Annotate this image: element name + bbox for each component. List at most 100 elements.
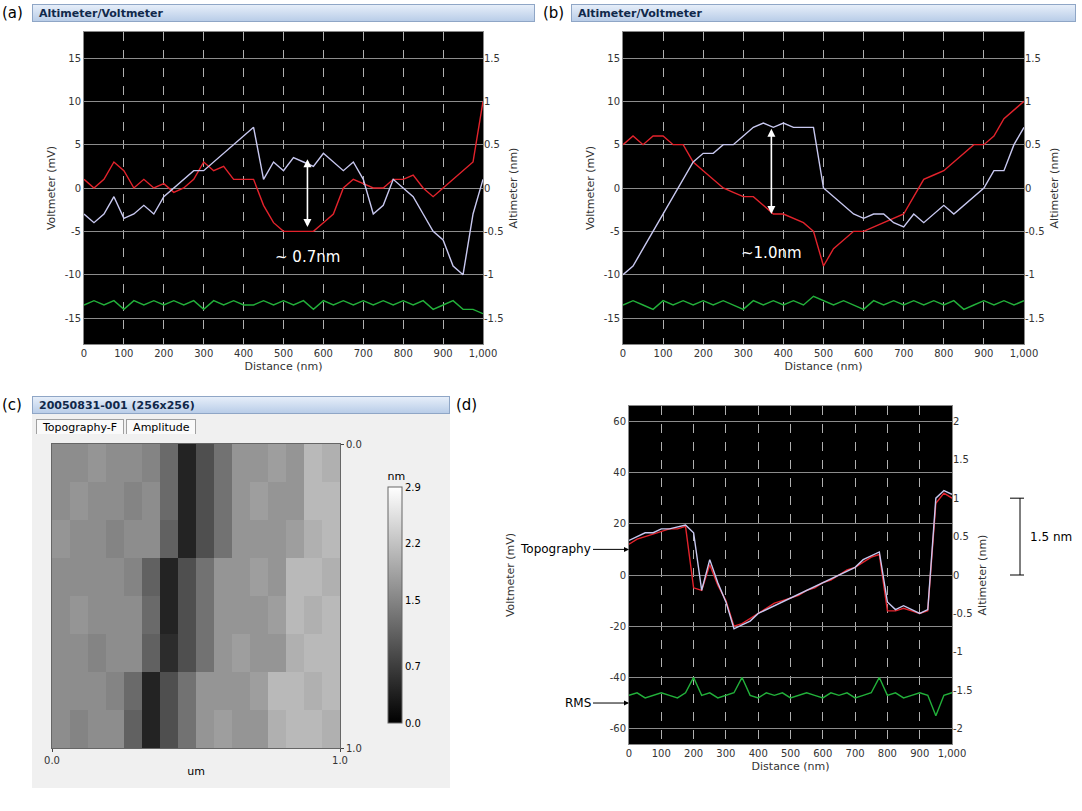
svg-text:100: 100 — [652, 748, 671, 759]
svg-text:RMS: RMS — [565, 696, 591, 710]
svg-text:Altimeter (nm): Altimeter (nm) — [507, 148, 520, 229]
svg-text:0: 0 — [75, 183, 81, 194]
svg-text:-0.5: -0.5 — [484, 226, 504, 237]
svg-text:0.0: 0.0 — [405, 718, 421, 729]
svg-text:nm: nm — [388, 470, 406, 483]
svg-text:0: 0 — [626, 748, 632, 759]
svg-text:700: 700 — [846, 748, 865, 759]
svg-text:-1: -1 — [953, 646, 963, 657]
svg-text:-40: -40 — [610, 672, 626, 683]
svg-text:1.0: 1.0 — [346, 743, 362, 754]
svg-text:0: 0 — [620, 570, 626, 581]
svg-text:400: 400 — [774, 348, 793, 359]
svg-text:~ 0.7nm: ~ 0.7nm — [275, 248, 340, 266]
svg-text:0: 0 — [614, 183, 620, 194]
svg-text:0: 0 — [484, 183, 490, 194]
svg-text:-60: -60 — [610, 723, 626, 734]
svg-text:500: 500 — [814, 348, 833, 359]
svg-text:-5: -5 — [71, 226, 81, 237]
svg-text:200: 200 — [694, 348, 713, 359]
svg-text:Altimeter (nm): Altimeter (nm) — [1048, 148, 1061, 229]
svg-text:Altimeter (nm): Altimeter (nm) — [976, 535, 989, 616]
svg-text:100: 100 — [654, 348, 673, 359]
svg-text:100: 100 — [114, 348, 133, 359]
svg-text:60: 60 — [613, 416, 626, 427]
svg-text:Distance (nm): Distance (nm) — [752, 760, 830, 773]
svg-text:0: 0 — [81, 348, 87, 359]
svg-text:1,000: 1,000 — [469, 348, 498, 359]
svg-text:200: 200 — [684, 748, 703, 759]
svg-text:800: 800 — [934, 348, 953, 359]
svg-text:5: 5 — [75, 139, 81, 150]
svg-text:200: 200 — [154, 348, 173, 359]
svg-text:Distance (nm): Distance (nm) — [245, 360, 323, 373]
svg-text:-10: -10 — [65, 269, 81, 280]
svg-text:1,000: 1,000 — [938, 748, 967, 759]
svg-text:1.5: 1.5 — [953, 454, 969, 465]
svg-text:300: 300 — [716, 748, 735, 759]
svg-text:1: 1 — [484, 96, 490, 107]
svg-text:0.5: 0.5 — [484, 139, 500, 150]
svg-text:Voltmeter (mV): Voltmeter (mV) — [504, 533, 517, 617]
svg-text:0.5: 0.5 — [953, 531, 969, 542]
svg-text:Distance (nm): Distance (nm) — [785, 360, 863, 373]
svg-text:Voltmeter (mV): Voltmeter (mV) — [45, 146, 58, 230]
svg-text:400: 400 — [234, 348, 253, 359]
svg-text:1: 1 — [1025, 96, 1031, 107]
svg-text:1.5: 1.5 — [1025, 53, 1041, 64]
svg-text:0: 0 — [953, 570, 959, 581]
svg-text:300: 300 — [194, 348, 213, 359]
svg-text:-1.5: -1.5 — [1025, 313, 1045, 324]
svg-text:1,000: 1,000 — [1010, 348, 1039, 359]
svg-text:1.5 nm: 1.5 nm — [1030, 530, 1072, 544]
svg-text:1.0: 1.0 — [332, 755, 348, 766]
svg-text:700: 700 — [894, 348, 913, 359]
svg-text:800: 800 — [878, 748, 897, 759]
svg-text:1.5: 1.5 — [405, 595, 421, 606]
svg-text:700: 700 — [354, 348, 373, 359]
svg-text:2.2: 2.2 — [405, 538, 421, 549]
svg-text:600: 600 — [813, 748, 832, 759]
svg-text:600: 600 — [314, 348, 333, 359]
svg-text:Topography: Topography — [520, 542, 591, 556]
svg-text:um: um — [187, 765, 205, 778]
svg-text:400: 400 — [749, 748, 768, 759]
svg-text:900: 900 — [434, 348, 453, 359]
svg-text:10: 10 — [607, 96, 620, 107]
svg-text:0.0: 0.0 — [346, 439, 362, 450]
svg-text:10: 10 — [68, 96, 81, 107]
svg-text:-1: -1 — [484, 269, 494, 280]
svg-text:15: 15 — [68, 53, 81, 64]
svg-text:-0.5: -0.5 — [1025, 226, 1045, 237]
svg-text:0: 0 — [620, 348, 626, 359]
svg-text:1: 1 — [953, 493, 959, 504]
svg-text:0.5: 0.5 — [1025, 139, 1041, 150]
svg-text:-1.5: -1.5 — [953, 685, 973, 696]
svg-text:5: 5 — [614, 139, 620, 150]
svg-text:-1.5: -1.5 — [484, 313, 504, 324]
svg-text:300: 300 — [734, 348, 753, 359]
svg-text:~1.0nm: ~1.0nm — [741, 244, 802, 262]
svg-text:-15: -15 — [604, 313, 620, 324]
svg-text:-20: -20 — [610, 621, 626, 632]
svg-text:500: 500 — [781, 748, 800, 759]
svg-text:2.9: 2.9 — [405, 482, 421, 493]
svg-text:Voltmeter (mV): Voltmeter (mV) — [584, 146, 597, 230]
svg-text:600: 600 — [854, 348, 873, 359]
svg-text:-0.5: -0.5 — [953, 608, 973, 619]
svg-text:-5: -5 — [610, 226, 620, 237]
svg-text:15: 15 — [607, 53, 620, 64]
svg-text:500: 500 — [274, 348, 293, 359]
svg-text:20: 20 — [613, 518, 626, 529]
svg-text:800: 800 — [394, 348, 413, 359]
svg-text:0: 0 — [1025, 183, 1031, 194]
svg-text:-1: -1 — [1025, 269, 1035, 280]
svg-text:1.5: 1.5 — [484, 53, 500, 64]
svg-text:0.0: 0.0 — [44, 755, 60, 766]
svg-text:900: 900 — [974, 348, 993, 359]
svg-text:-2: -2 — [953, 723, 963, 734]
svg-text:-15: -15 — [65, 313, 81, 324]
svg-text:-10: -10 — [604, 269, 620, 280]
svg-text:2: 2 — [953, 416, 959, 427]
svg-text:40: 40 — [613, 467, 626, 478]
